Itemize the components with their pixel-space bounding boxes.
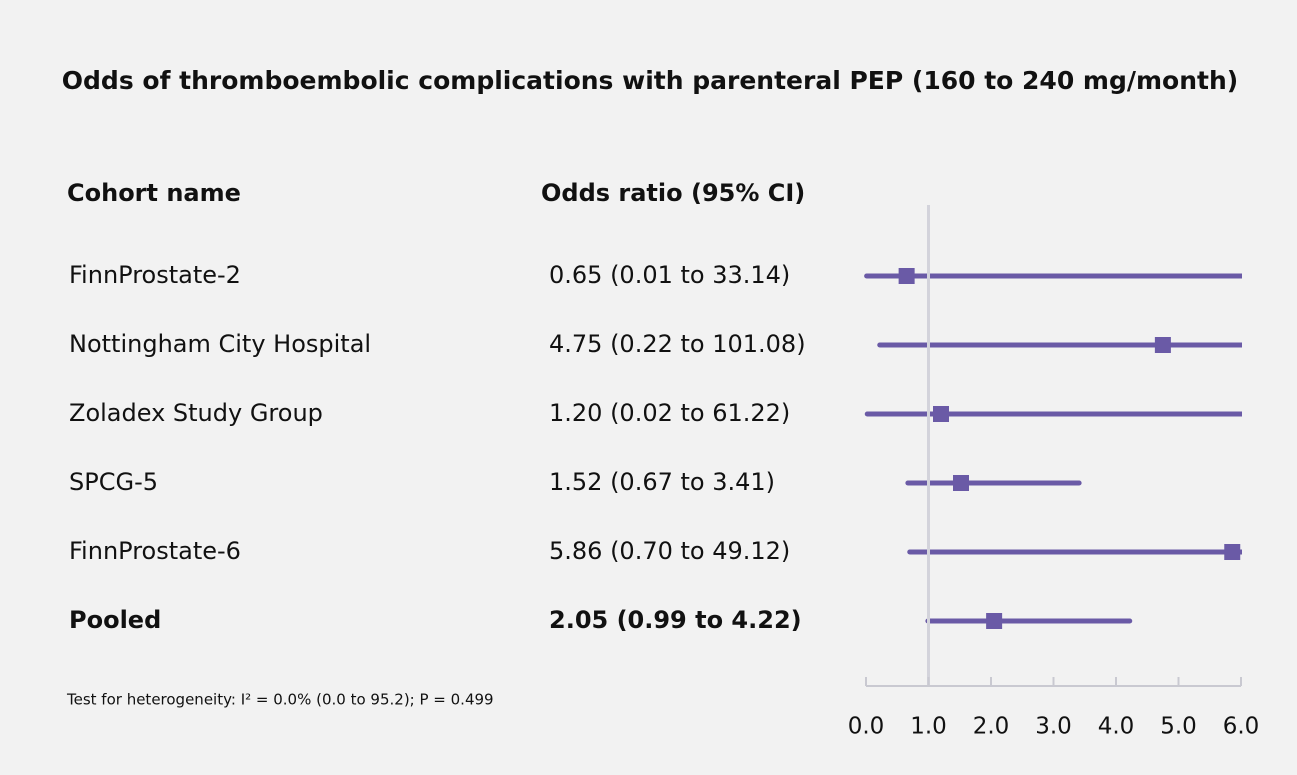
point-estimate <box>953 475 969 491</box>
point-estimate <box>898 268 915 284</box>
plot-area <box>864 268 1242 629</box>
column-header: Odds ratio (95% CI) <box>541 179 805 207</box>
x-tick-label: 1.0 <box>910 714 947 740</box>
chart-title: Odds of thromboembolic complications wit… <box>62 66 1238 95</box>
value-label: 0.65 (0.01 to 33.14) <box>549 261 790 289</box>
x-tick-label: 6.0 <box>1223 714 1260 740</box>
value-label: 4.75 (0.22 to 101.08) <box>549 330 806 358</box>
point-estimate <box>1154 337 1171 353</box>
row-label: Zoladex Study Group <box>69 399 323 427</box>
x-tick-label: 2.0 <box>973 714 1010 740</box>
value-label: 1.52 (0.67 to 3.41) <box>549 468 775 496</box>
row-label: FinnProstate-2 <box>69 261 241 289</box>
value-label: 1.20 (0.02 to 61.22) <box>549 399 790 427</box>
x-tick-label: 3.0 <box>1035 714 1072 740</box>
value-label: 2.05 (0.99 to 4.22) <box>549 606 802 634</box>
point-estimate <box>986 613 1003 629</box>
point-estimate <box>933 406 949 422</box>
x-tick-label: 4.0 <box>1098 714 1135 740</box>
heterogeneity-note: Test for heterogeneity: I² = 0.0% (0.0 t… <box>66 691 494 709</box>
point-estimate <box>1224 544 1241 560</box>
column-header: Cohort name <box>67 179 241 207</box>
x-tick-label: 5.0 <box>1160 714 1197 740</box>
row-label: Nottingham City Hospital <box>69 330 371 358</box>
value-label: 5.86 (0.70 to 49.12) <box>549 537 790 565</box>
row-label: Pooled <box>69 606 161 634</box>
x-tick-label: 0.0 <box>848 714 885 740</box>
row-label: SPCG-5 <box>69 468 158 496</box>
row-label: FinnProstate-6 <box>69 537 241 565</box>
